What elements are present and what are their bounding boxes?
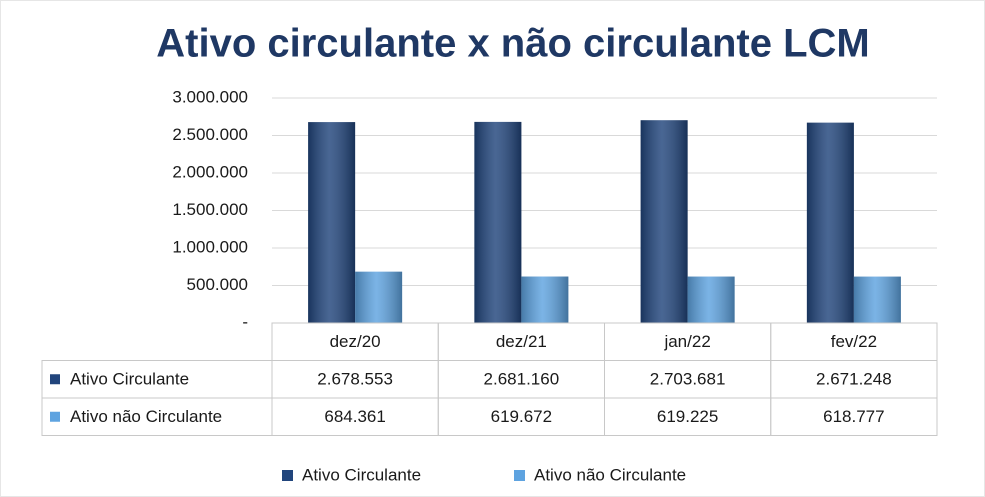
y-tick-label: 2.500.000 xyxy=(172,125,248,144)
table-value: 619.225 xyxy=(657,407,718,426)
y-tick-label: 3.000.000 xyxy=(172,87,248,106)
x-tick-label: dez/21 xyxy=(496,332,547,351)
table-value: 2.678.553 xyxy=(317,370,393,389)
x-tick-label: jan/22 xyxy=(663,332,710,351)
bar-shading xyxy=(806,122,854,323)
table-legend-key xyxy=(50,411,60,422)
legend-label: Ativo não Circulante xyxy=(534,465,686,484)
table-legend-key xyxy=(50,374,60,385)
chart-title: Ativo circulante x não circulante LCM xyxy=(156,22,870,66)
bar-shading xyxy=(640,120,688,323)
y-tick-label: 1.500.000 xyxy=(172,200,248,219)
bar-shading xyxy=(521,276,569,323)
bar-shading xyxy=(355,271,403,323)
table-value: 619.672 xyxy=(491,407,552,426)
legend-key xyxy=(514,470,525,481)
y-tick-label: - xyxy=(242,312,248,331)
table-row-label: Ativo não Circulante xyxy=(70,407,222,426)
table-value: 2.671.248 xyxy=(816,370,892,389)
bar-shading xyxy=(474,121,522,324)
table-value: 618.777 xyxy=(823,407,884,426)
table-value: 684.361 xyxy=(324,407,385,426)
x-tick-label: fev/22 xyxy=(831,332,877,351)
table-row-label: Ativo Circulante xyxy=(70,370,189,389)
y-tick-label: 2.000.000 xyxy=(172,162,248,181)
table-value: 2.703.681 xyxy=(650,370,726,389)
x-tick-label: dez/20 xyxy=(330,332,381,351)
legend-key xyxy=(282,470,293,481)
legend-label: Ativo Circulante xyxy=(302,465,421,484)
bar-shading xyxy=(853,276,901,323)
table-cell xyxy=(770,397,938,436)
table-value: 2.681.160 xyxy=(484,370,560,389)
y-tick-label: 500.000 xyxy=(187,275,248,294)
bar-shading xyxy=(687,276,735,323)
y-tick-label: 1.000.000 xyxy=(172,237,248,256)
bar-shading xyxy=(308,122,356,324)
